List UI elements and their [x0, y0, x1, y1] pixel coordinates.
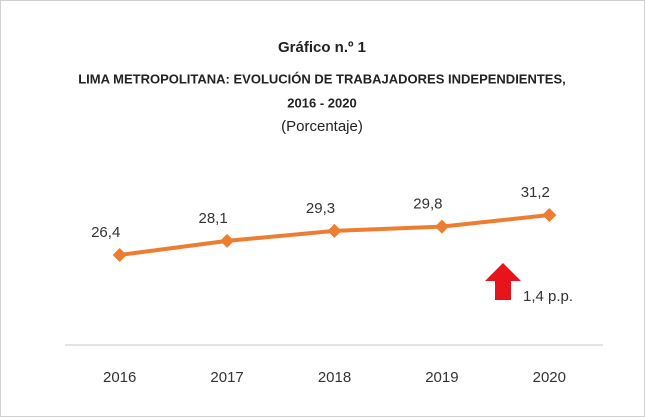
data-label: 29,8	[413, 196, 442, 213]
chart-title: Gráfico n.º 1	[278, 39, 366, 56]
x-tick-label: 2016	[103, 369, 136, 386]
marker	[112, 248, 127, 262]
data-label: 29,3	[306, 200, 335, 217]
marker	[434, 219, 449, 234]
data-label: 26,4	[91, 224, 120, 241]
arrow-up	[485, 263, 521, 300]
x-tick-label: 2020	[533, 369, 566, 386]
unit-label: (Porcentaje)	[281, 118, 363, 135]
data-label: 31,2	[521, 184, 550, 201]
annotation: 1,4 p.p.	[523, 288, 573, 305]
x-tick-label: 2018	[318, 369, 351, 386]
marker	[542, 208, 557, 222]
chart-subtitle: LIMA METROPOLITANA: EVOLUCIÓN DE TRABAJA…	[78, 71, 566, 86]
x-tick-label: 2019	[425, 369, 458, 386]
x-tick-label: 2017	[210, 369, 243, 386]
chart-subtitle: 2016 - 2020	[287, 95, 356, 110]
marker	[327, 223, 342, 238]
marker	[220, 233, 235, 248]
data-label: 28,1	[198, 210, 227, 227]
